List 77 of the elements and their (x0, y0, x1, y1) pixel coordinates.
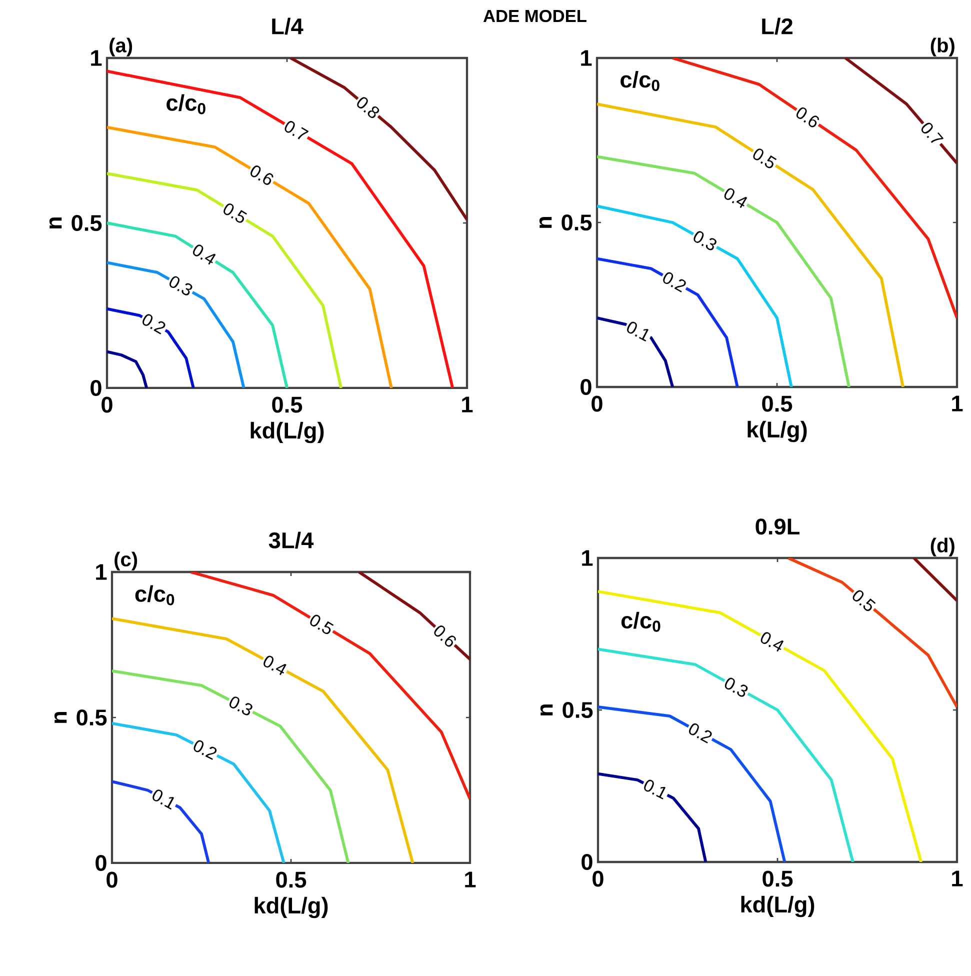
text: 0.5 (852, 590, 876, 611)
line-series (106, 222, 288, 388)
line-series (106, 70, 454, 388)
x-axis-title: kd(L/g) (741, 896, 814, 918)
x-tick-label: 1 (462, 396, 473, 412)
annotation: c/c$_{0}$ (621, 612, 660, 632)
text: 0.6 (796, 107, 819, 128)
text: (a) (110, 38, 132, 56)
y-tick-label: 0 (96, 854, 106, 872)
y-tick-label: 0 (580, 378, 592, 396)
y-tick-label: 1 (91, 50, 102, 66)
text: 0.4 (724, 188, 748, 208)
line-series (596, 102, 904, 387)
text: (c) (114, 552, 138, 570)
y-tick-label: 0 (582, 854, 592, 870)
y-axis-title: n (540, 704, 553, 716)
chart-title: L/2 (762, 18, 792, 35)
line-series (106, 350, 148, 388)
y-axis-title: n (54, 712, 67, 723)
text: (b) (930, 38, 954, 56)
text: 0.2 (142, 314, 166, 334)
line-series (598, 705, 786, 862)
x-tick-label: 0 (106, 872, 118, 888)
text: 0.3 (724, 678, 748, 697)
y-tick-label: 0.5 (562, 702, 593, 718)
y-tick-label: 1 (581, 50, 592, 66)
text: 0.5 (753, 148, 777, 168)
x-tick-label: 1 (952, 870, 963, 886)
y-tick-label: 0.5 (76, 709, 107, 726)
text: (d) (930, 538, 954, 556)
x-tick-label: 0.5 (762, 396, 792, 412)
text: ADE MODEL (483, 10, 586, 22)
x-axis-title: kd(L/g) (250, 422, 324, 444)
text: 0.8 (357, 97, 380, 118)
chart-title: 0.9L (756, 518, 800, 535)
y-axis-title: n (539, 216, 552, 228)
text: 0.7 (284, 121, 309, 140)
text: 0.1 (152, 790, 174, 810)
text: 0.1 (627, 322, 649, 342)
y-axis-title: n (49, 217, 62, 228)
text: 0.3 (230, 696, 252, 716)
x-axis-title: kd(L/g) (254, 896, 328, 918)
line-series (598, 590, 923, 862)
annotation: c/c$_{0}$ (135, 585, 174, 606)
y-tick-label: 0.5 (562, 214, 592, 231)
x-axis-title: k(L/g) (748, 420, 807, 442)
annotation: c/c$_{0}$ (166, 94, 206, 114)
text: 0.4 (193, 244, 216, 265)
y-tick-label: 1 (582, 550, 593, 566)
y-tick-label: 0.5 (72, 214, 102, 232)
chart-title: 3L/4 (268, 532, 314, 549)
x-tick-label: 0.5 (762, 870, 793, 887)
x-tick-label: 1 (465, 872, 476, 888)
annotation: c/c$_{0}$ (620, 71, 660, 92)
text: 0.2 (689, 723, 712, 744)
y-tick-label: 0 (90, 380, 102, 396)
text: 0.3 (694, 231, 716, 250)
text: 0.4 (264, 656, 286, 676)
line-series (189, 572, 470, 800)
chart-title: L/4 (272, 18, 304, 35)
text: 0.4 (760, 632, 784, 652)
text: 0.7 (921, 122, 944, 143)
line-series (112, 722, 286, 863)
text: 0.1 (644, 780, 666, 800)
text: 0.5 (224, 203, 247, 223)
x-tick-label: 0.5 (276, 872, 306, 888)
text: 0.3 (170, 276, 192, 296)
x-tick-label: 0.5 (272, 396, 302, 413)
text: 0.6 (434, 625, 456, 647)
text: 0.2 (194, 740, 217, 760)
line-series (786, 558, 957, 708)
y-tick-label: 1 (96, 564, 107, 580)
text: 0.2 (663, 272, 686, 292)
text: 0.6 (250, 166, 274, 185)
x-tick-label: 0 (592, 870, 604, 887)
text: 0.5 (310, 614, 334, 634)
x-tick-label: 1 (952, 396, 963, 412)
